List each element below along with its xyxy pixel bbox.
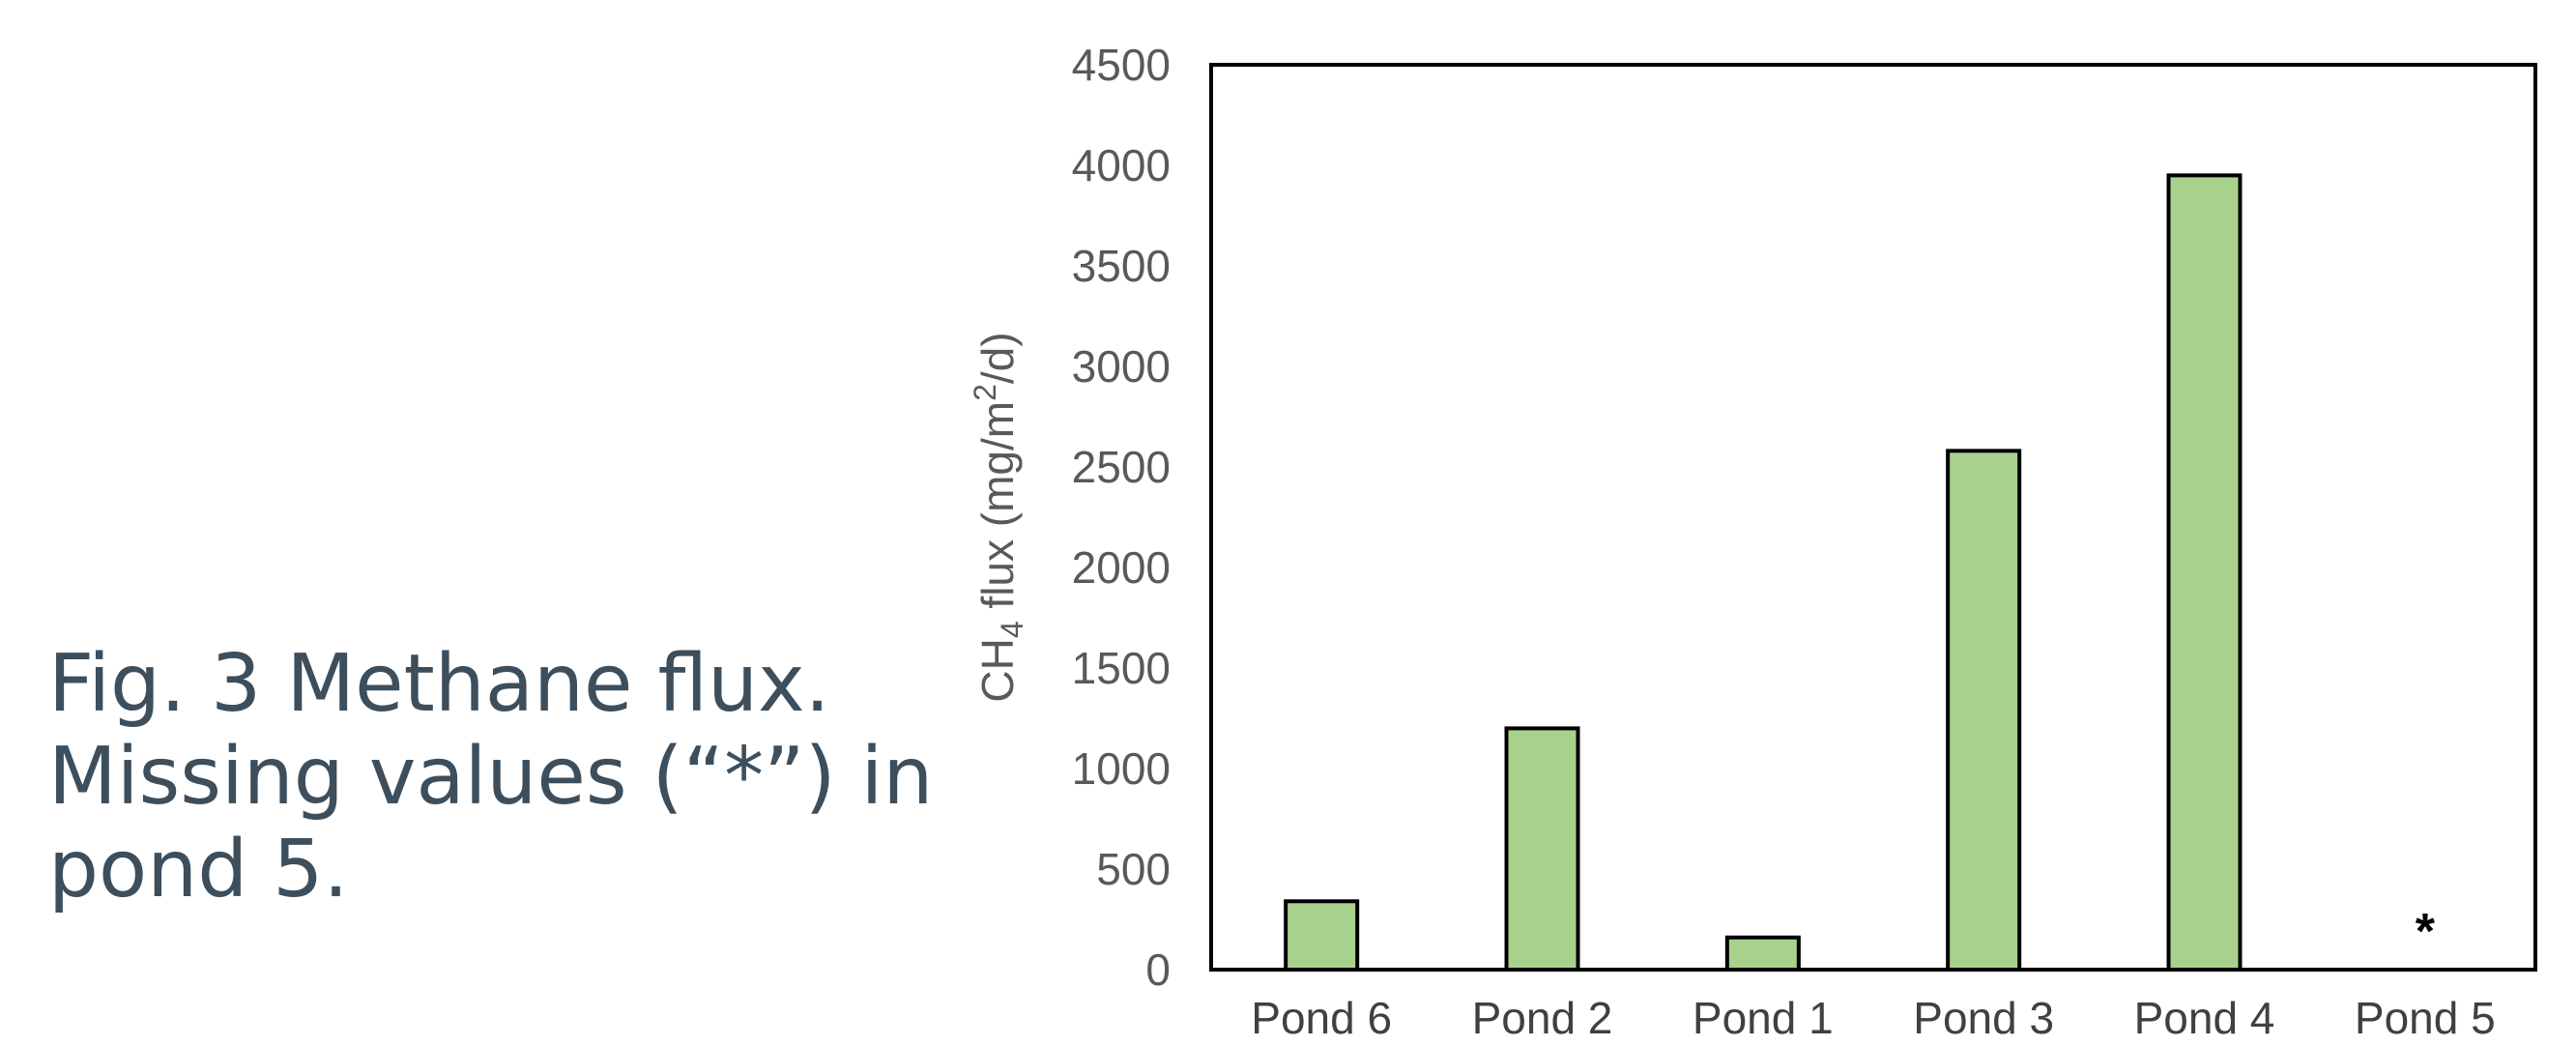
y-tick-label: 2000 <box>1072 542 1171 593</box>
y-tick-label: 500 <box>1096 844 1171 894</box>
x-category-label: Pond 4 <box>2134 993 2275 1043</box>
x-axis-labels: Pond 6 Pond 2 Pond 1 Pond 3 Pond 4 Pond 5 <box>1251 993 2495 1043</box>
caption-line: Fig. 3 Methane flux. <box>48 638 830 730</box>
x-category-label: Pond 3 <box>1913 993 2054 1043</box>
bar <box>2166 173 2243 972</box>
caption-line: pond 5. <box>48 824 349 915</box>
y-tick-label: 4500 <box>1072 40 1171 90</box>
y-tick-label: 3000 <box>1072 341 1171 392</box>
y-tick-label: 1000 <box>1072 743 1171 794</box>
bar <box>1504 726 1580 973</box>
y-axis-title-superscript: 2 <box>968 384 1002 401</box>
bars <box>1284 173 2243 973</box>
missing-value-marker: * <box>2416 904 2436 960</box>
y-axis-title-subscript: 4 <box>995 621 1029 638</box>
y-tick-label: 3500 <box>1072 241 1171 291</box>
y-tick-label: 4000 <box>1072 140 1171 190</box>
y-tick-label: 1500 <box>1072 643 1171 693</box>
x-category-label: Pond 1 <box>1693 993 1834 1043</box>
bar <box>1284 899 1360 973</box>
y-axis-title-middle: flux (mg/m <box>972 401 1023 621</box>
y-axis-title: CH4 flux (mg/m2/d) <box>968 332 1029 702</box>
y-tick-label: 0 <box>1145 944 1171 995</box>
y-axis-title-main: CH <box>972 638 1023 702</box>
plot-area-frame <box>1209 63 2537 972</box>
x-category-label: Pond 2 <box>1472 993 1613 1043</box>
bar <box>1946 449 2022 972</box>
y-axis-title-end: /d) <box>972 332 1023 384</box>
x-category-label: Pond 6 <box>1251 993 1392 1043</box>
figure-caption: Fig. 3 Methane flux. Missing values (“*”… <box>48 638 976 916</box>
y-axis-ticks: 0 500 1000 1500 2000 2500 3000 3500 4000 4500 <box>1072 40 1171 995</box>
y-tick-label: 2500 <box>1072 442 1171 492</box>
missing-markers: * <box>2416 904 2436 960</box>
caption-line: Missing values (“*”) in <box>48 731 934 823</box>
bar <box>1724 935 1801 972</box>
x-category-label: Pond 5 <box>2355 993 2496 1043</box>
